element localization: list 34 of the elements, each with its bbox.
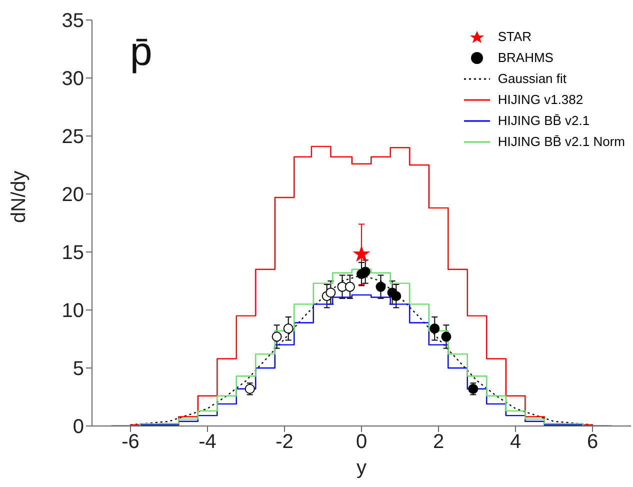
legend-label: HIJING v1.382	[498, 92, 584, 107]
annotation: p̄	[130, 30, 152, 75]
y-tick-label: 10	[62, 300, 84, 322]
legend-label: Gaussian fit	[498, 71, 567, 86]
point	[344, 282, 355, 292]
point	[430, 324, 440, 334]
x-tick-label: 6	[586, 431, 598, 454]
point	[376, 282, 386, 292]
x-tick-label: 0	[356, 431, 368, 454]
point	[354, 246, 370, 261]
y-tick-label: 30	[62, 68, 84, 90]
point	[272, 332, 282, 342]
y-tick-label: 0	[72, 416, 84, 438]
x-tick-label: -2	[276, 431, 294, 454]
x-tick-label: -4	[198, 431, 216, 454]
point	[441, 332, 452, 342]
point	[360, 266, 370, 277]
legend-label: BRAHMS	[498, 50, 554, 65]
y-tick-label: 35	[62, 10, 84, 32]
y-tick-label: 25	[62, 126, 84, 148]
x-tick-label: 4	[510, 431, 522, 454]
legend-label: HIJING BB̄ v2.1	[498, 113, 590, 128]
point	[391, 291, 402, 302]
point	[283, 324, 294, 334]
y-tick-label: 15	[62, 242, 84, 264]
x-axis-title: y	[356, 457, 366, 479]
y-tick-label: 20	[62, 184, 84, 206]
x-tick-label: -6	[122, 431, 140, 454]
point	[326, 288, 336, 298]
legend-label: HIJING BB̄ v2.1 Norm	[498, 134, 625, 149]
y-tick-label: 5	[72, 358, 84, 380]
x-tick-label: 2	[432, 431, 444, 454]
legend-label: STAR	[498, 29, 532, 44]
y-axis-title: dN/dy	[8, 170, 30, 223]
